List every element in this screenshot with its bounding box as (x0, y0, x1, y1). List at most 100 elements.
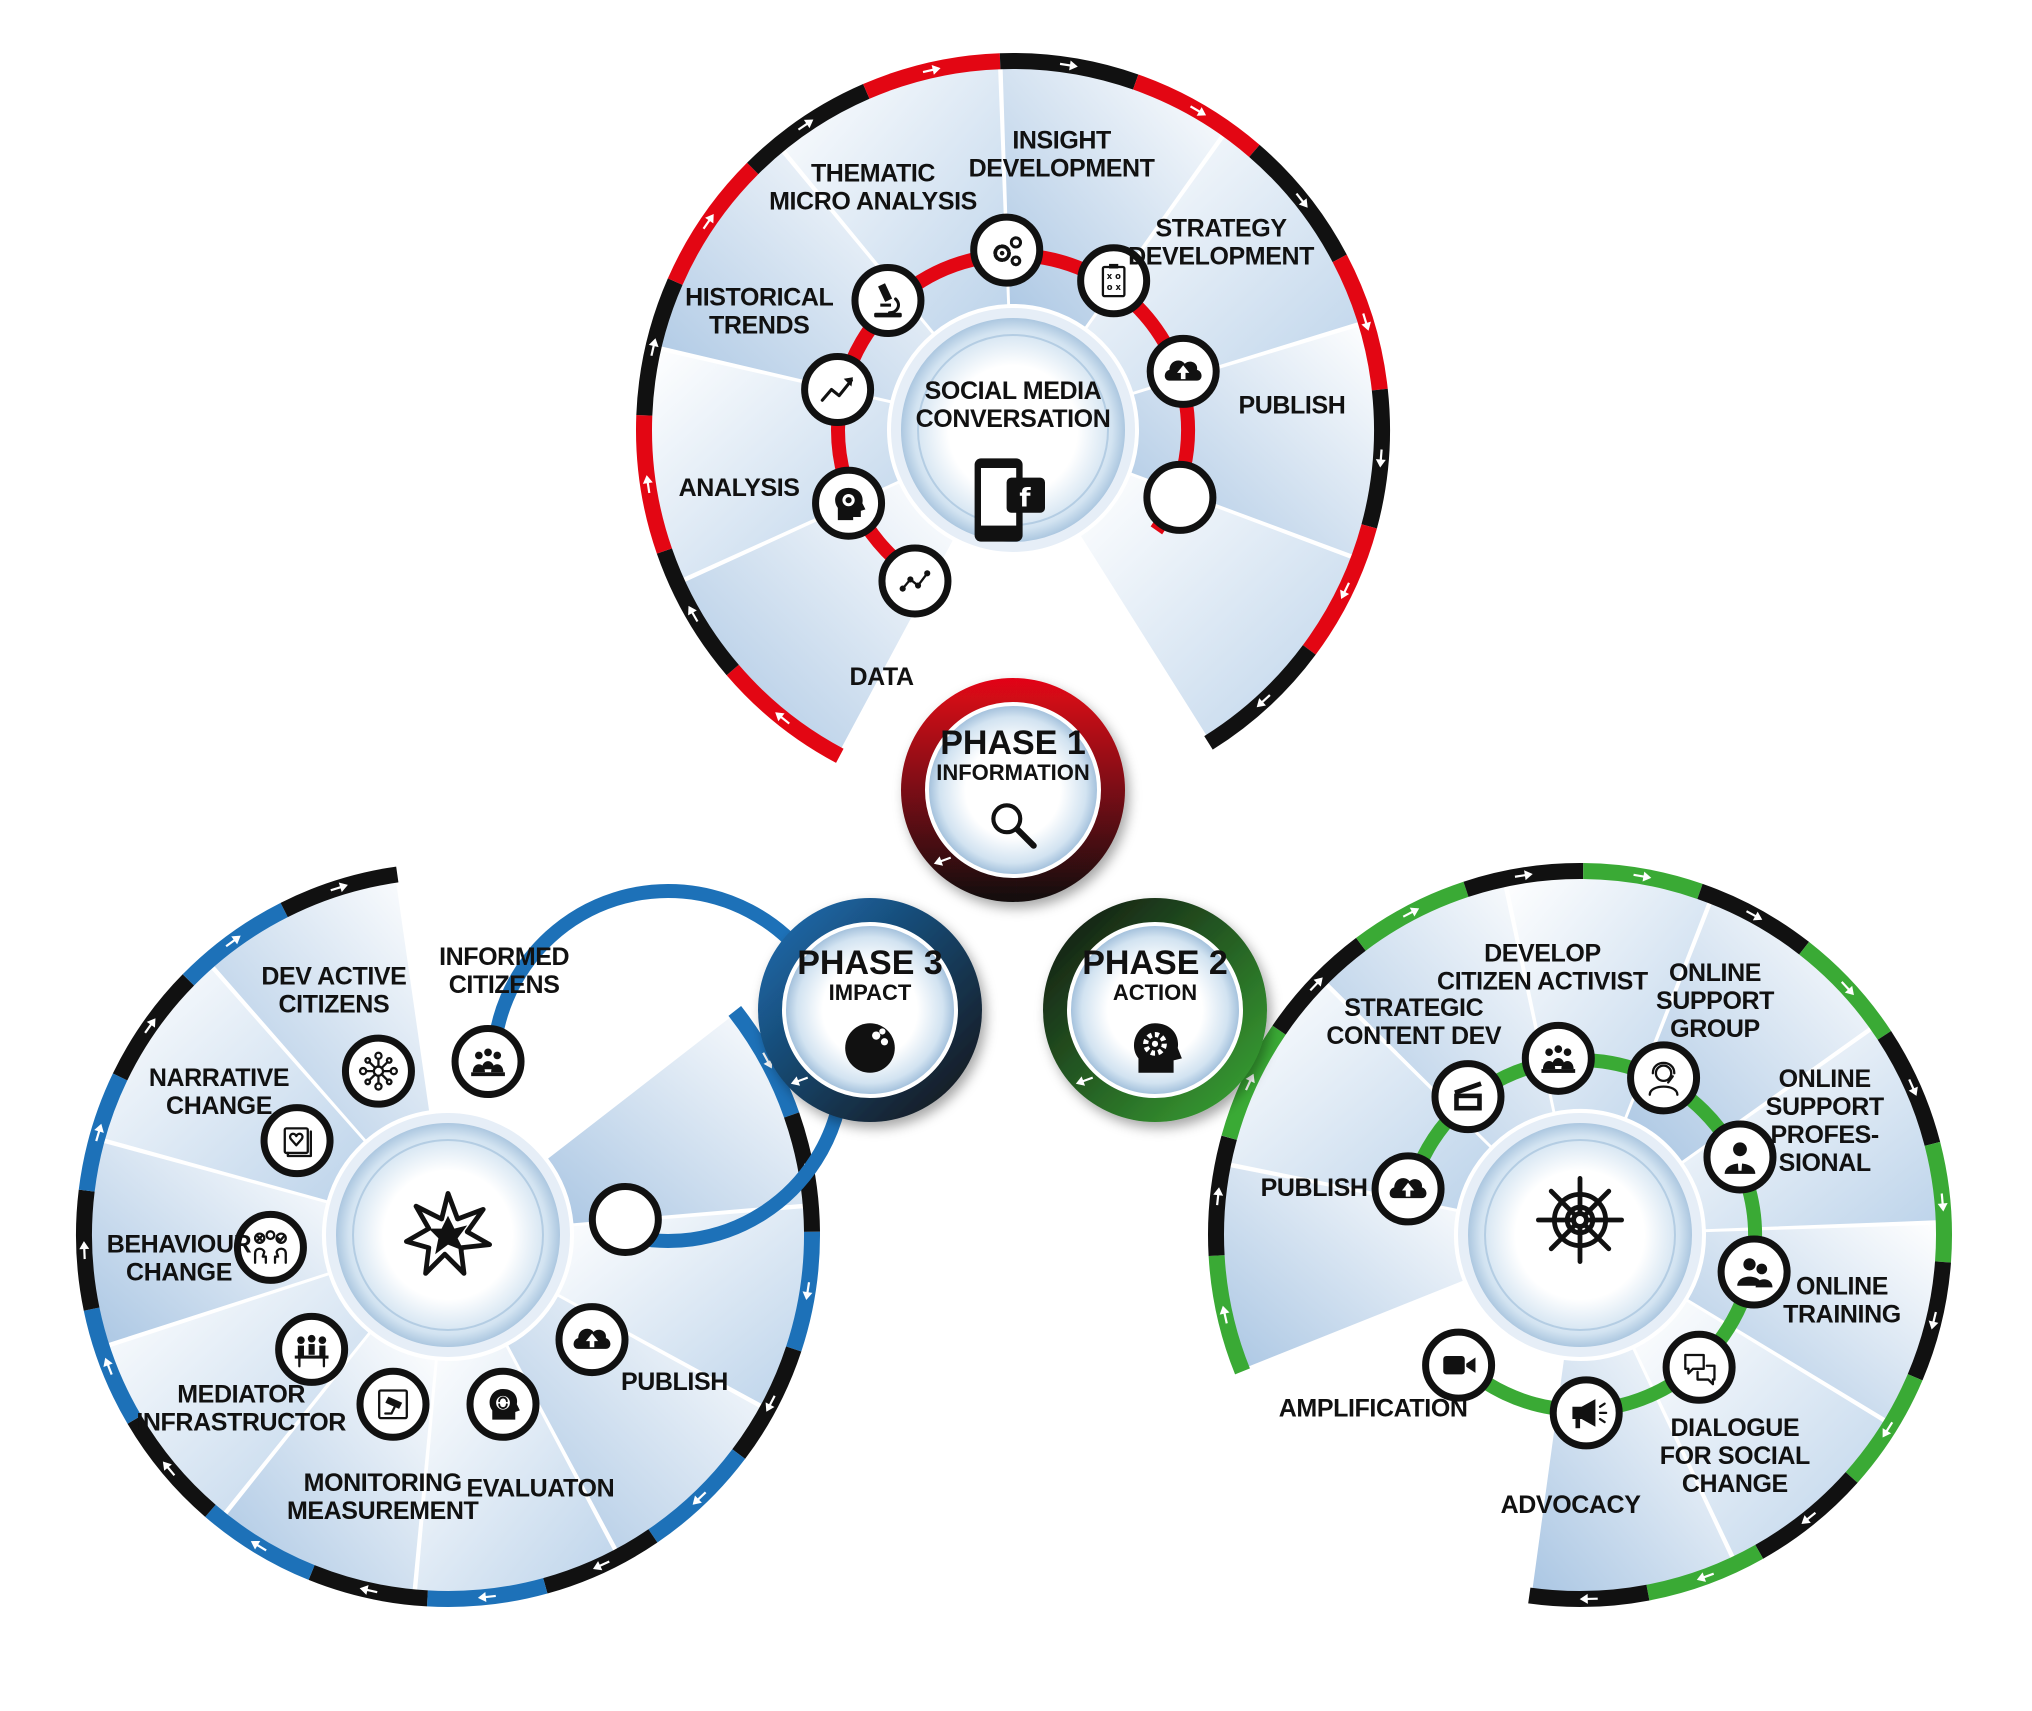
step-node-ring (1707, 1124, 1773, 1190)
step-label-line: TRENDS (709, 312, 809, 340)
step-node[interactable] (279, 1316, 345, 1382)
step-label-line: DEVELOPMENT (1128, 243, 1314, 271)
step-label-line: DATA (849, 663, 913, 691)
step-label-line: CONTENT DEV (1326, 1022, 1502, 1050)
step-label-line: EVALUATON (466, 1475, 614, 1503)
step-label-line: ONLINE (1669, 959, 1761, 987)
step-node[interactable] (1553, 1380, 1619, 1446)
step-label: PUBLISH (1238, 392, 1345, 420)
step-node-ring (882, 548, 948, 614)
hub-title-line: SOCIAL MEDIA (925, 377, 1102, 405)
step-node-ring (1147, 464, 1213, 530)
step-label-line: DEV ACTIVE (261, 962, 406, 990)
step-label-line: ONLINE (1779, 1065, 1871, 1093)
bowling-ball-icon (845, 1023, 895, 1073)
hub-title-line: CONVERSATION (916, 405, 1111, 433)
step-node[interactable] (1666, 1334, 1732, 1400)
step-node[interactable] (1426, 1332, 1492, 1398)
step-label-line: ADVOCACY (1501, 1491, 1642, 1519)
step-label-line: MICRO ANALYSIS (769, 188, 977, 216)
step-node[interactable] (882, 548, 948, 614)
step-label-line: GROUP (1670, 1015, 1760, 1043)
phase-title: PHASE 1 (940, 724, 1086, 762)
step-label-line: PUBLISH (621, 1368, 728, 1396)
step-label-line: CITIZENS (449, 971, 560, 999)
step-label-line: ANALYSIS (679, 474, 800, 502)
step-node[interactable] (470, 1371, 536, 1437)
step-node-ring (805, 357, 871, 423)
step-node-ring (345, 1038, 411, 1104)
step-label: PUBLISH (1261, 1174, 1368, 1202)
step-node[interactable] (1631, 1045, 1697, 1111)
step-node-ring (592, 1186, 658, 1252)
ship-wheel-icon (1538, 1178, 1621, 1261)
step-label-line: CITIZENS (279, 990, 390, 1018)
step-node-ring (1666, 1334, 1732, 1400)
step-label-line: SUPPORT (1766, 1093, 1884, 1121)
step-label-line: TRAINING (1783, 1300, 1901, 1328)
step-label: ADVOCACY (1501, 1491, 1642, 1519)
step-node[interactable] (455, 1029, 521, 1095)
step-label-line: BEHAVIOUR (107, 1231, 252, 1259)
step-label-line: HISTORICAL (685, 284, 833, 312)
step-label-line: FOR SOCIAL (1660, 1442, 1810, 1470)
step-label-line: NARRATIVE (149, 1064, 289, 1092)
step-label-line: SIONAL (1779, 1149, 1871, 1177)
step-node[interactable] (1150, 338, 1216, 404)
step-node[interactable] (559, 1307, 625, 1373)
step-label: AMPLIFICATION (1279, 1395, 1468, 1423)
step-label-line: CHANGE (126, 1259, 232, 1287)
step-label-line: STRATEGIC (1344, 994, 1483, 1022)
step-label-line: INSIGHT (1012, 126, 1111, 154)
step-label-line: CHANGE (166, 1092, 272, 1120)
step-node-ring (264, 1108, 330, 1174)
step-label-line: PROFES- (1771, 1121, 1879, 1149)
step-node[interactable] (1707, 1124, 1773, 1190)
step-node[interactable] (360, 1371, 426, 1437)
step-label-line: MEDIATOR (177, 1381, 305, 1409)
step-node[interactable] (1435, 1064, 1501, 1130)
step-label-line: PUBLISH (1261, 1174, 1368, 1202)
step-node[interactable] (816, 470, 882, 536)
step-node[interactable] (592, 1186, 658, 1252)
step-node[interactable] (1525, 1025, 1591, 1091)
step-node[interactable] (805, 357, 871, 423)
step-label-line: MEASUREMENT (287, 1497, 479, 1525)
phase-title: PHASE 2 (1082, 944, 1228, 982)
step-label-line: SUPPORT (1656, 987, 1774, 1015)
step-node-ring (1631, 1045, 1697, 1111)
step-label: EVALUATON (466, 1475, 614, 1503)
step-label: DATA (849, 663, 913, 691)
step-node[interactable] (1721, 1239, 1787, 1305)
step-node[interactable] (264, 1108, 330, 1174)
step-label-line: INFORMED (439, 943, 569, 971)
step-node[interactable] (855, 268, 921, 334)
step-node[interactable] (1147, 464, 1213, 530)
step-node-ring (1721, 1239, 1787, 1305)
step-label-line: STRATEGY (1156, 215, 1288, 243)
step-label-line: PUBLISH (1238, 392, 1345, 420)
step-node[interactable] (345, 1038, 411, 1104)
step-label: ANALYSIS (679, 474, 800, 502)
step-node[interactable] (1375, 1156, 1441, 1222)
phase-subtitle: IMPACT (829, 980, 912, 1005)
step-node[interactable] (974, 217, 1040, 283)
phase-subtitle: INFORMATION (936, 760, 1090, 785)
step-label-line: DIALOGUE (1670, 1414, 1799, 1442)
